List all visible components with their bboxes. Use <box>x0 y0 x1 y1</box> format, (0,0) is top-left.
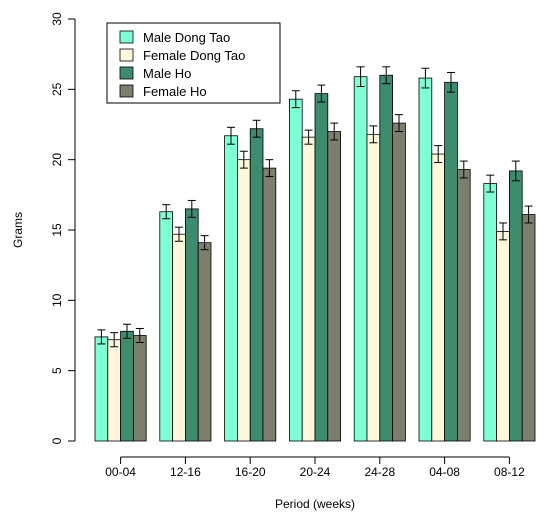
y-tick-label: 10 <box>50 293 64 307</box>
bar <box>94 336 109 442</box>
x-axis: 00-04 12-16 16-20 20-24 24-28 04-08 08-12 <box>105 456 525 479</box>
bar <box>184 208 199 442</box>
bar <box>262 167 277 442</box>
x-tick-label: 20-24 <box>300 465 331 479</box>
bar <box>120 330 134 442</box>
y-tick-label: 20 <box>50 153 64 167</box>
legend-box <box>106 22 281 104</box>
bar <box>483 183 497 442</box>
legend-swatch <box>119 66 134 80</box>
bar <box>224 135 238 442</box>
bar <box>366 133 381 442</box>
y-tick-label: 30 <box>50 12 64 26</box>
bar <box>521 214 536 442</box>
bar <box>314 93 329 442</box>
x-tick-label: 08-12 <box>494 465 525 479</box>
bar <box>197 242 212 442</box>
bar <box>236 159 251 442</box>
x-tick-label: 04-08 <box>429 465 460 479</box>
bar <box>496 231 510 442</box>
legend-swatch <box>119 48 134 62</box>
y-axis-label: Grams <box>11 212 25 248</box>
bar <box>301 136 316 442</box>
bar <box>249 128 264 442</box>
bars <box>94 74 536 442</box>
bar <box>288 98 303 442</box>
bar <box>392 122 406 442</box>
bar <box>159 211 174 442</box>
x-tick-label: 16-20 <box>235 465 266 479</box>
error-bars <box>97 66 533 348</box>
bar <box>508 170 523 442</box>
legend-label: Male Dong Tao <box>143 30 230 45</box>
bar <box>444 81 458 442</box>
legend-swatch <box>119 30 134 44</box>
y-tick-label: 5 <box>50 367 64 374</box>
bar <box>418 77 433 442</box>
y-tick-label: 25 <box>50 82 64 96</box>
y-axis: 0 5 10 15 20 25 30 <box>50 12 76 444</box>
x-tick-label: 00-04 <box>105 465 136 479</box>
legend: Male Dong Tao Female Dong Tao Male Ho Femal… <box>106 22 281 104</box>
legend-label: Female Ho <box>143 84 207 99</box>
bar <box>456 169 471 442</box>
bar <box>172 233 186 442</box>
legend-swatch <box>119 84 134 98</box>
bar <box>431 153 445 442</box>
bar <box>379 74 393 442</box>
legend-label: Male Ho <box>143 66 191 81</box>
legend-label: Female Dong Tao <box>143 48 245 63</box>
x-axis-label: Period (weeks) <box>275 497 355 511</box>
y-tick-label: 0 <box>50 437 64 444</box>
y-tick-label: 15 <box>50 223 64 237</box>
bar <box>327 131 341 442</box>
x-tick-label: 12-16 <box>170 465 201 479</box>
x-tick-label: 24-28 <box>364 465 395 479</box>
bar <box>353 76 368 442</box>
bar <box>107 339 122 442</box>
bar <box>132 335 147 442</box>
